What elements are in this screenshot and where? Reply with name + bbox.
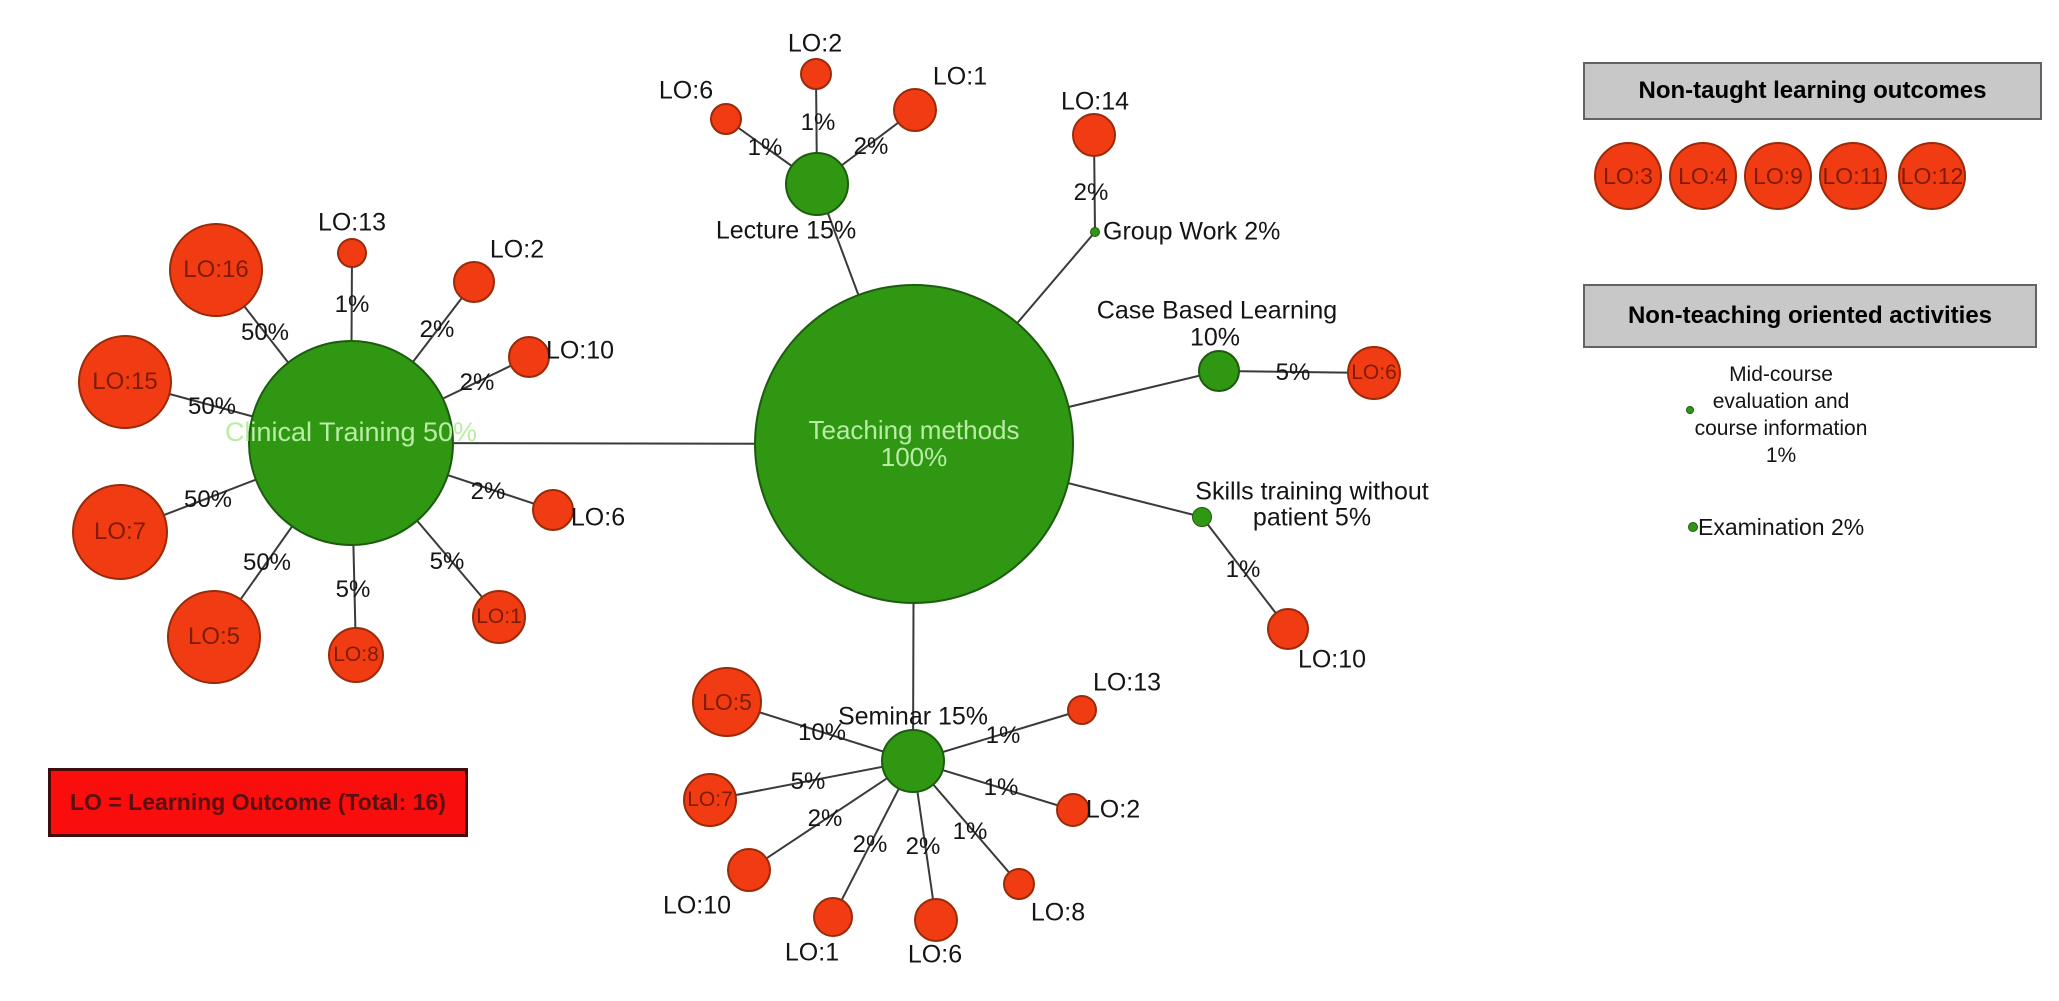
node-clinical-lo10 (508, 336, 550, 378)
edge-label-clinical-lo15: 50% (187, 393, 237, 420)
edge-label-casebased-lo6: 5% (1275, 359, 1311, 386)
edge-label-seminar-lo10: 2% (807, 805, 843, 832)
label-skills-lo10: LO:10 (1297, 645, 1367, 674)
node-seminar-lo6 (914, 898, 958, 942)
node-examination-bullet (1688, 522, 1698, 532)
node-clinical-lo16: LO:16 (169, 223, 263, 317)
node-seminar-lo2 (1056, 793, 1090, 827)
edge-label-clinical-lo5: 50% (242, 549, 292, 576)
node-seminar-lo10 (727, 848, 771, 892)
edge-label-lecture-lo2: 1% (800, 109, 836, 136)
label-skills-line1: Skills training without (1195, 477, 1429, 506)
label-skills-line2: patient 5% (1252, 503, 1372, 532)
edge-label-seminar-lo1: 2% (852, 831, 888, 858)
node-clinical-lo6 (532, 489, 574, 531)
node-casebased-lo6: LO:6 (1347, 346, 1401, 400)
label-seminar-lo2: LO:2 (1085, 795, 1141, 824)
node-mid-course-bullet (1686, 406, 1694, 414)
panel-header-non-teaching: Non-teaching oriented activities (1583, 284, 2037, 348)
label-case-based-pct: 10% (1189, 323, 1241, 352)
node-clinical-lo7: LO:7 (72, 484, 168, 580)
edge-label-skills-lo10: 1% (1225, 556, 1261, 583)
node-clinical-lo13 (337, 238, 367, 268)
label-lecture: Lecture 15% (715, 216, 857, 245)
edge-label-lecture-lo6: 1% (747, 134, 783, 161)
teaching-methods-label: Teaching methods 100% (808, 415, 1020, 472)
node-lecture-lo6 (710, 103, 742, 135)
label-seminar-lo13: LO:13 (1092, 668, 1162, 697)
node-nontaught-lo11: LO:11 (1819, 142, 1887, 210)
node-lecture-lo1 (893, 88, 937, 132)
node-clinical-lo5: LO:5 (167, 590, 261, 684)
label-lecture-lo2: LO:2 (787, 29, 843, 58)
edge-label-seminar-lo7: 5% (790, 768, 826, 795)
label-seminar-lo8: LO:8 (1030, 898, 1086, 927)
node-clinical-lo1: LO:1 (472, 590, 526, 644)
node-clinical-lo15: LO:15 (78, 335, 172, 429)
label-seminar-lo10: LO:10 (662, 891, 732, 920)
node-seminar-lo1 (813, 897, 853, 937)
edge-label-lecture-lo1: 2% (853, 133, 889, 160)
edge-label-clinical-lo1: 5% (429, 548, 465, 575)
edge-label-clinical-lo2: 2% (419, 316, 455, 343)
node-skills-lo10 (1267, 608, 1309, 650)
node-clinical-training: Clinical Training 50% (225, 340, 477, 546)
edge-label-clinical-lo16: 50% (240, 319, 290, 346)
node-seminar-lo13 (1067, 695, 1097, 725)
edge-skills-lo10 (1201, 516, 1289, 630)
label-clinical-lo2: LO:2 (489, 235, 545, 264)
label-seminar-lo1: LO:1 (784, 938, 840, 967)
edge-label-groupwork-lo14: 2% (1073, 179, 1109, 206)
edge-label-clinical-lo8: 5% (335, 576, 371, 603)
label-lecture-lo6: LO:6 (658, 76, 714, 105)
edge-label-clinical-lo7: 50% (183, 486, 233, 513)
node-clinical-lo8: LO:8 (328, 627, 384, 683)
edge-label-seminar-lo13: 1% (985, 722, 1021, 749)
edge-label-clinical-lo6: 2% (470, 478, 506, 505)
label-groupwork-lo14: LO:14 (1060, 87, 1130, 116)
node-nontaught-lo4: LO:4 (1669, 142, 1737, 210)
node-case-based-learning (1198, 350, 1240, 392)
node-seminar-lo5: LO:5 (692, 667, 762, 737)
node-nontaught-lo12: LO:12 (1898, 142, 1966, 210)
label-clinical-lo13: LO:13 (317, 208, 387, 237)
edge-label-clinical-lo13: 1% (334, 291, 370, 318)
legend-box: LO = Learning Outcome (Total: 16) (48, 768, 468, 837)
examination-label: Examination 2% (1698, 514, 1865, 540)
edge-label-seminar-lo5: 10% (797, 719, 847, 746)
label-seminar-lo6: LO:6 (907, 940, 963, 969)
mid-course-evaluation-label: Mid-course evaluation and course informa… (1694, 363, 1868, 467)
node-nontaught-lo3: LO:3 (1594, 142, 1662, 210)
node-clinical-lo2 (453, 261, 495, 303)
clinical-training-label: Clinical Training 50% (224, 416, 478, 447)
node-seminar-lo8 (1003, 868, 1035, 900)
node-group-work (1090, 227, 1100, 237)
node-lecture-lo2 (800, 58, 832, 90)
label-lecture-lo1: LO:1 (932, 62, 988, 91)
edge-label-seminar-lo2: 1% (983, 774, 1019, 801)
edge-label-clinical-lo10: 2% (459, 369, 495, 396)
node-teaching-methods: Teaching methods 100% (754, 284, 1074, 604)
node-seminar-lo7: LO:7 (683, 773, 737, 827)
node-skills-training (1192, 507, 1212, 527)
node-seminar (881, 729, 945, 793)
label-clinical-lo10: LO:10 (545, 336, 615, 365)
edge-seminar-lo7 (709, 760, 914, 801)
node-groupwork-lo14 (1072, 113, 1116, 157)
edge-label-seminar-lo8: 1% (952, 818, 988, 845)
node-lecture (785, 152, 849, 216)
edge-label-seminar-lo6: 2% (905, 833, 941, 860)
label-seminar: Seminar 15% (837, 702, 989, 731)
node-nontaught-lo9: LO:9 (1744, 142, 1812, 210)
label-clinical-lo6: LO:6 (570, 503, 626, 532)
label-group-work: Group Work 2% (1103, 217, 1281, 246)
label-case-based: Case Based Learning (1096, 296, 1338, 325)
panel-header-non-taught: Non-taught learning outcomes (1583, 62, 2042, 120)
